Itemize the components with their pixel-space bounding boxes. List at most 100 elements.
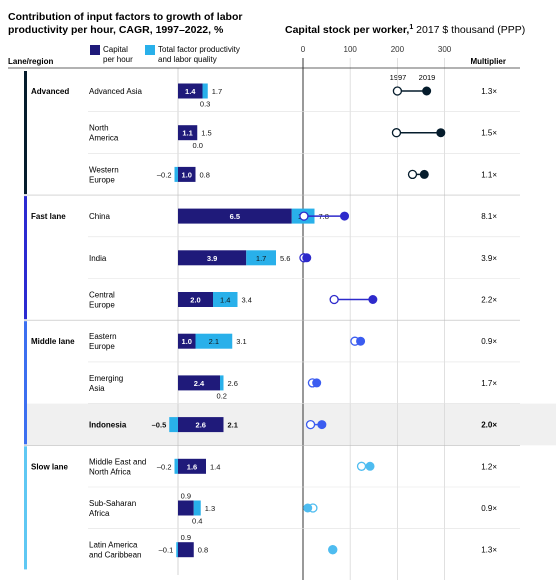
region-name: Sub-Saharan [89, 499, 136, 508]
tfp-bar [176, 542, 178, 558]
capital-value: 1.6 [187, 462, 197, 471]
capital-value: 0.9 [181, 533, 191, 542]
multiplier-value: 0.9× [481, 337, 497, 346]
year-label-start: 1997 [390, 73, 407, 82]
total-value: 2.1 [228, 421, 238, 430]
region-name: North [89, 124, 109, 133]
tfp-value: –0.1 [159, 546, 174, 555]
stock-2019-dot [312, 378, 322, 388]
tfp-value: 2.1 [209, 337, 219, 346]
stock-1997-dot [329, 294, 339, 305]
region-name: Asia [89, 384, 105, 393]
legend-capital-swatch [90, 45, 100, 55]
lane-bar [24, 321, 27, 445]
multiplier-value: 1.5× [481, 129, 497, 138]
region-name: India [89, 254, 107, 263]
capital-value: 1.1 [182, 129, 192, 138]
left-title-line1: Contribution of input factors to growth … [8, 11, 242, 23]
region-row: Advanced Asia 1.4 0.31.7 1.3× [89, 83, 497, 109]
stock-1997-dot [392, 86, 403, 96]
region-name: Advanced Asia [89, 87, 142, 96]
stock-2019-dot [419, 169, 429, 179]
stock-1997-dot [305, 419, 316, 430]
region-name: Africa [89, 509, 110, 518]
tfp-value: 0.4 [192, 517, 202, 526]
region-name: Europe [89, 175, 115, 184]
stock-tick-label: 100 [344, 45, 358, 54]
stock-2019-dot [340, 211, 350, 221]
right-title-sup: 1 [409, 24, 413, 31]
stock-2019-dot [302, 253, 312, 263]
tfp-bar [202, 83, 208, 99]
region-name: and Caribbean [89, 551, 141, 560]
year-label-end: 2019 [419, 73, 436, 82]
highlight-band [24, 403, 556, 446]
header: Contribution of input factors to growth … [8, 11, 525, 82]
stock-2019-dot [356, 336, 366, 346]
lane-label: Advanced [31, 87, 69, 96]
total-value: 0.8 [198, 546, 208, 555]
tfp-bar [169, 417, 178, 433]
region-row: India 3.9 1.7 5.6 3.9× [88, 236, 520, 266]
region-name: Europe [89, 342, 115, 351]
legend-tfp-swatch [145, 45, 155, 55]
lane-header: Lane/region [8, 57, 53, 66]
capital-value: 2.0 [190, 296, 200, 305]
multiplier-value: 1.1× [481, 170, 497, 179]
multiplier-value: 8.1× [481, 212, 497, 221]
rows: Advanced Asia 1.40.31.7 1.3×NorthAmerica1.… [88, 83, 520, 560]
stock-1997-dot [299, 211, 309, 221]
stock-2019-dot [365, 461, 375, 471]
stock-1997-dot [356, 461, 367, 471]
tfp-bar [195, 333, 233, 349]
region-name: Indonesia [89, 421, 127, 430]
capital-value: 2.6 [196, 421, 206, 430]
region-name: America [89, 134, 119, 143]
capital-bar [178, 166, 196, 182]
region-name: Emerging [89, 374, 123, 383]
tfp-bar [174, 458, 178, 474]
capital-value: 1.4 [185, 87, 196, 96]
total-value: 3.4 [242, 296, 252, 305]
capital-bar [178, 542, 194, 558]
tfp-value: 1.7 [256, 254, 266, 263]
stock-2019-dot [317, 420, 327, 430]
capital-bar [178, 208, 292, 224]
stock-1997-dot [391, 128, 402, 138]
capital-bar [178, 250, 247, 266]
region-row: Indonesia 2.6 –0.5 2.1 2.0× [88, 403, 520, 433]
tfp-bar [193, 500, 201, 516]
region-name: North Africa [89, 467, 131, 476]
total-value: 1.3 [205, 504, 215, 513]
legend-tfp-line2: and labor quality [158, 55, 217, 64]
capital-value: 1.0 [182, 337, 192, 346]
region-name: Central [89, 291, 115, 300]
total-value: 1.4 [210, 462, 220, 471]
legend-capital-line1: Capital [103, 45, 128, 54]
left-title-line2: productivity per hour, CAGR, 1997–2022, … [8, 24, 224, 36]
lane-bar [24, 196, 27, 320]
total-value: 5.6 [280, 254, 290, 263]
region-name: Western [89, 165, 119, 174]
stock-2019-dot [303, 503, 313, 513]
lanes: Advanced Fast lane Middle lane Slow lane [24, 71, 520, 570]
multiplier-header: Multiplier [470, 57, 506, 66]
tfp-value: 0.3 [200, 100, 210, 109]
tfp-value: –0.2 [157, 462, 172, 471]
total-value: 1.7 [212, 87, 222, 96]
multiplier-value: 0.9× [481, 504, 497, 513]
total-value: 3.1 [236, 337, 246, 346]
lane-label: Fast lane [31, 212, 66, 221]
tfp-bar [220, 375, 224, 391]
tfp-bar [213, 292, 238, 307]
stock-tick-label: 300 [438, 45, 452, 54]
highlight-layer [24, 403, 556, 446]
